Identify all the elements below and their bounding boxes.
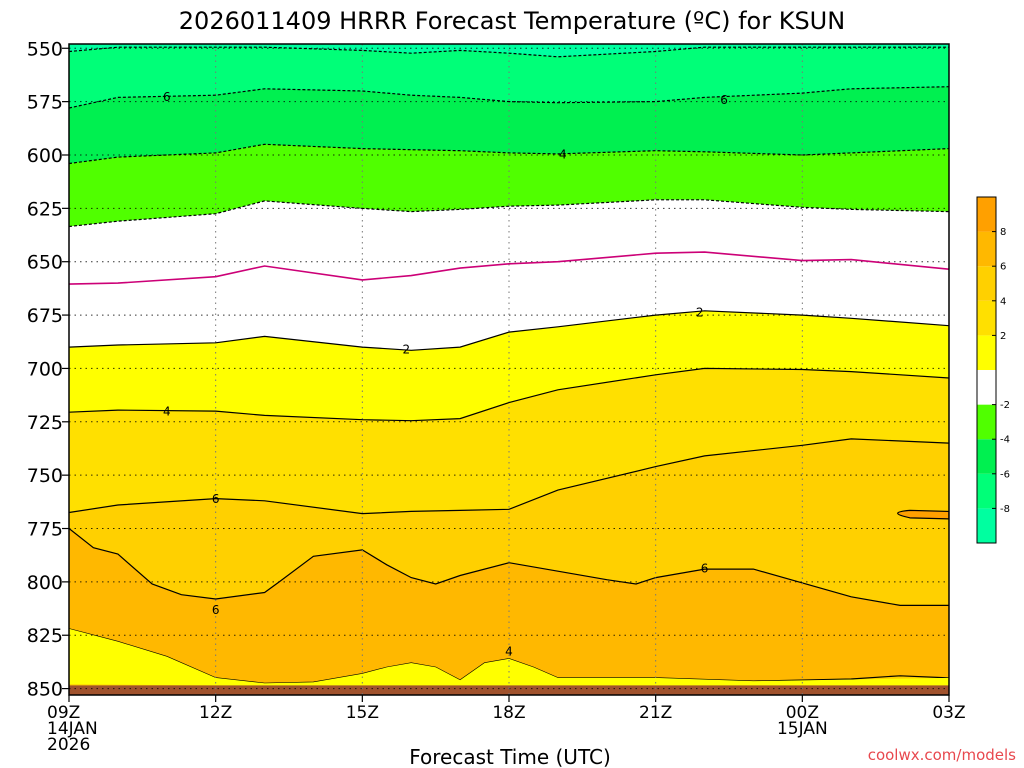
isotherm-line (69, 143, 949, 165)
colorbar-tick-label: 4 (1000, 296, 1006, 307)
contour-label: 6 (212, 603, 220, 617)
temperature-band (69, 144, 949, 227)
colorbar-bin (977, 508, 996, 543)
y-tick-label: 750 (27, 465, 63, 487)
contour-label: 6 (212, 492, 220, 506)
x-tick-label: 2026 (47, 735, 90, 755)
colorbar-frame (976, 196, 997, 544)
grid-lines (69, 44, 949, 695)
contour-label: 6 (163, 90, 171, 104)
isotherm-line (69, 46, 949, 58)
credit-text: coolwx.com/models (868, 746, 1016, 764)
contour-label: 4 (559, 147, 567, 161)
isotherm-line (69, 251, 949, 285)
x-tick-label: 00Z (786, 703, 819, 723)
y-tick-label: 550 (27, 38, 63, 60)
colorbar-tick-label: 8 (1000, 227, 1006, 238)
colorbar-bin (977, 300, 996, 336)
x-axis-label: Forecast Time (UTC) (409, 745, 611, 768)
y-tick-label: 800 (27, 572, 63, 594)
colorbar-tick-label: 2 (1000, 331, 1006, 342)
contour-labels: 6 6 4 2 2 4 6 6 6 4 (163, 90, 728, 659)
colorbar-bin (977, 335, 996, 370)
isotherm-lines (69, 46, 949, 515)
colorbar-bin (977, 266, 996, 301)
y-tick-label: 625 (27, 198, 63, 220)
y-tick-label: 775 (27, 519, 63, 541)
colorbar-bin (977, 473, 996, 509)
y-tick-label: 825 (27, 625, 63, 647)
warm-pocket-contour (897, 509, 949, 520)
isotherm-line (69, 438, 949, 515)
isotherm-line (69, 86, 949, 109)
temperature-band (69, 252, 949, 351)
colorbar-tick-label: -2 (1000, 400, 1010, 411)
y-axis: 550 575 600 625 650 675 700 725 750 775 800 825 850 (27, 38, 69, 701)
x-tick-label: 03Z (932, 703, 965, 723)
y-tick-label: 725 (27, 412, 63, 434)
x-tick-label: 15Z (346, 703, 379, 723)
x-tick-label: 15JAN (777, 719, 828, 739)
y-tick-label: 675 (27, 305, 63, 327)
y-tick-label: 575 (27, 92, 63, 114)
contour-label: 4 (505, 645, 513, 659)
colorbar-bin (977, 439, 996, 474)
x-tick-label: 09Z (47, 703, 80, 723)
temperature-band (69, 199, 949, 285)
colorbar-tick-label: -4 (1000, 435, 1010, 446)
colorbar-bin (977, 197, 996, 232)
isotherm-line (69, 310, 949, 351)
isotherm-6-lower (69, 528, 949, 606)
chart-title: 2026011409 HRRR Forecast Temperature (ºC… (179, 7, 845, 35)
x-tick-label: 18Z (492, 703, 525, 723)
colorbar-bin (977, 370, 996, 405)
colorbar-tick-label: -6 (1000, 469, 1010, 480)
y-tick-label: 650 (27, 252, 63, 274)
temperature-band (69, 310, 949, 421)
y-tick-label: 700 (27, 358, 63, 380)
plot-area: 6 6 4 2 2 4 6 6 6 4 (69, 44, 949, 695)
colorbar-legend: -8 -6 -4 -2 2 4 6 8 (976, 196, 1010, 544)
x-tick-label: 14JAN (47, 719, 98, 739)
isotherm-line (69, 199, 949, 228)
contour-label: 4 (163, 405, 171, 419)
contour-label: 2 (696, 305, 704, 319)
colorbar-bin (977, 404, 996, 440)
x-tick-label: 21Z (639, 703, 672, 723)
contour-label: 6 (701, 562, 709, 576)
y-tick-label: 600 (27, 145, 63, 167)
temperature-band (69, 86, 949, 164)
surface-cool-layer (69, 628, 949, 687)
y-tick-label: 850 (27, 679, 63, 701)
contour-label: 2 (403, 343, 411, 357)
colorbar-bin (977, 231, 996, 267)
ground-strip (69, 685, 949, 695)
isotherm-line (69, 367, 949, 422)
contour-label: 6 (720, 93, 728, 107)
x-tick-label: 12Z (199, 703, 232, 723)
colorbar-tick-label: -8 (1000, 504, 1010, 515)
colorbar-tick-label: 6 (1000, 262, 1006, 273)
